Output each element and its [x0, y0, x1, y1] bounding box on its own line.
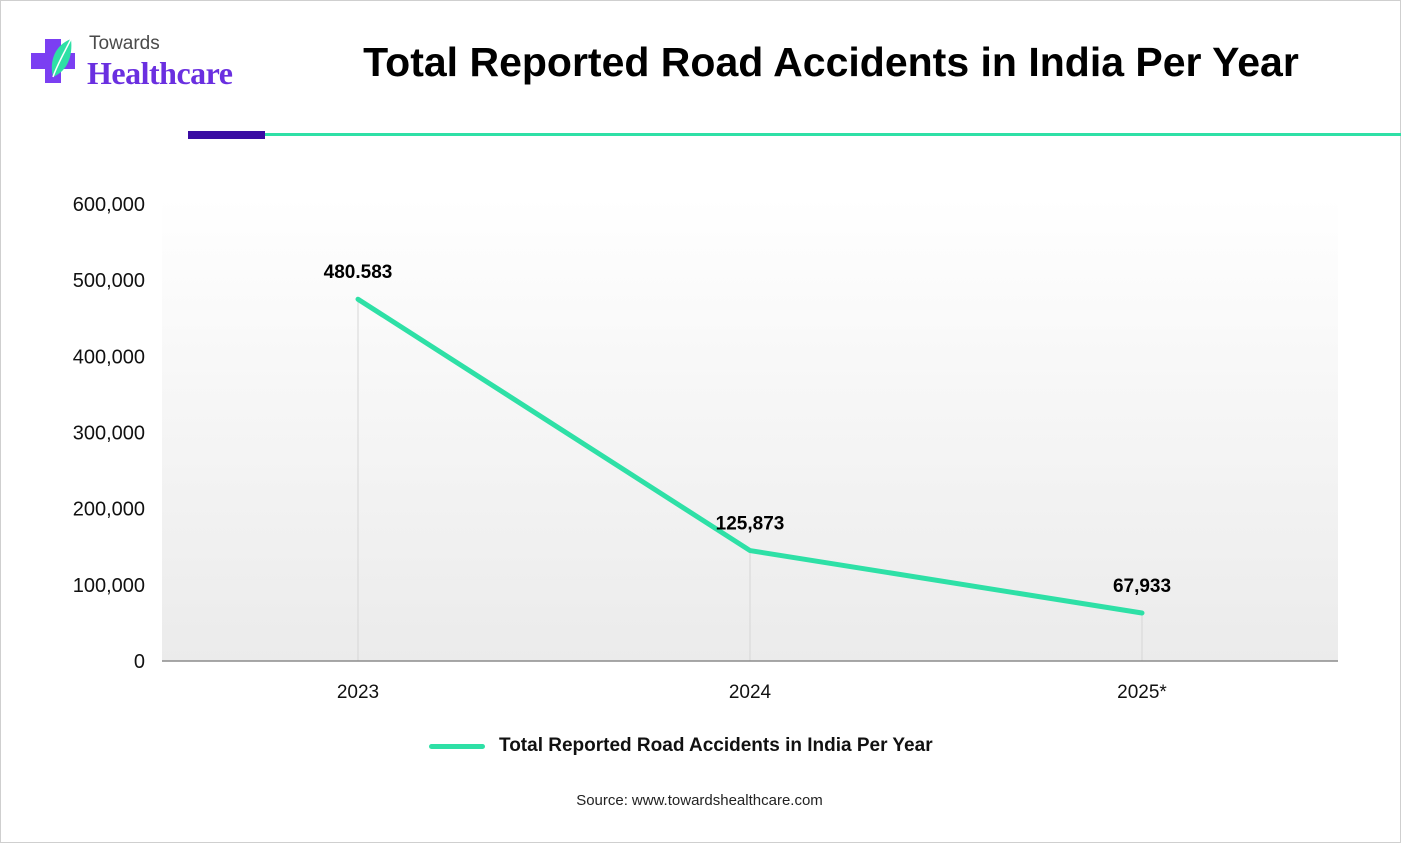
x-axis: 2023 2024 2025*	[337, 682, 1168, 703]
y-tick-label: 600,000	[73, 194, 145, 216]
source-url: www.towardshealthcare.com	[631, 792, 823, 809]
x-tick-label: 2024	[729, 682, 772, 703]
brand-bottom-text: Healthcare	[87, 55, 233, 91]
series-line	[355, 296, 1145, 616]
y-tick-label: 300,000	[73, 423, 145, 445]
line-chart: 0 100,000 200,000 300,000 400,000 500,000 600,…	[73, 194, 1338, 703]
data-labels: 480.583 125,873 67,933	[324, 262, 1171, 597]
x-tick-label: 2025*	[1117, 682, 1167, 703]
legend-label: Total Reported Road Accidents in India P…	[499, 735, 933, 756]
y-axis: 0 100,000 200,000 300,000 400,000 500,000 600,…	[73, 194, 145, 673]
source-prefix: Source:	[576, 792, 628, 809]
medical-cross-leaf-icon	[31, 38, 75, 83]
data-label: 67,933	[1113, 576, 1171, 597]
brand-logo: Towards Healthcare	[25, 31, 275, 101]
x-tick-label: 2023	[337, 682, 379, 703]
y-tick-label: 400,000	[73, 346, 145, 368]
chart-title: Total Reported Road Accidents in India P…	[363, 39, 1299, 85]
data-label: 125,873	[716, 514, 785, 535]
title-rule-line	[265, 133, 1401, 136]
legend-swatch	[429, 743, 485, 749]
legend: Total Reported Road Accidents in India P…	[429, 733, 933, 759]
y-tick-label: 0	[134, 651, 145, 673]
source-note: Source: www.towardshealthcare.com	[1, 792, 1401, 809]
y-tick-label: 100,000	[73, 575, 145, 597]
y-tick-label: 200,000	[73, 499, 145, 521]
title-rule-accent	[188, 131, 265, 139]
brand-top-text: Towards	[89, 33, 160, 54]
drop-lines	[357, 299, 1143, 661]
y-tick-label: 500,000	[73, 270, 145, 292]
data-label: 480.583	[324, 262, 393, 283]
